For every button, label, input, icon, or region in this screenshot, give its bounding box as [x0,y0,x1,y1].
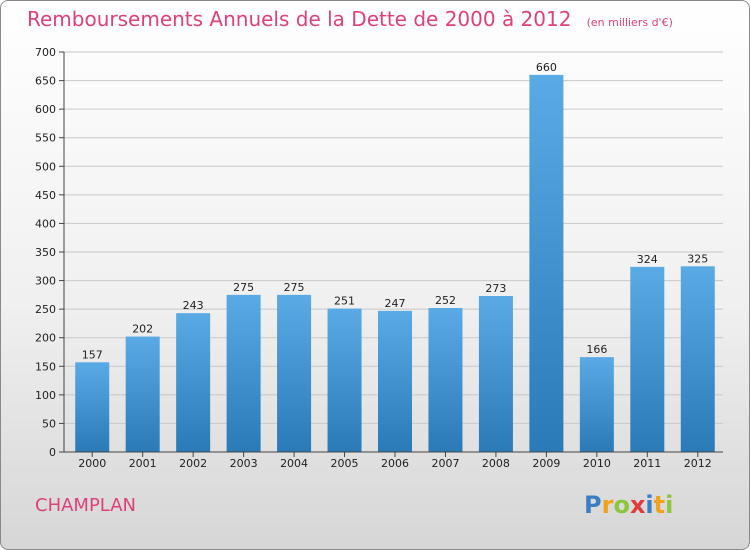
bar [176,313,211,452]
x-tick-label: 2002 [179,457,207,470]
value-label: 325 [687,252,708,265]
x-tick-label: 2000 [78,457,106,470]
value-label: 252 [435,294,456,307]
value-label: 202 [132,323,153,336]
bar [125,336,160,452]
x-tick-label: 2009 [532,457,560,470]
bar [226,294,261,452]
value-label: 275 [284,281,305,294]
axes [63,52,723,453]
bar [478,296,513,452]
y-tick-label: 700 [35,46,56,59]
value-label: 251 [334,295,355,308]
bar [579,357,614,452]
bar [680,266,715,452]
x-axis-ticks: 2000 2001 2002 2003 2004 2005 2006 2007 2008 2009… [78,452,712,470]
commune-name: CHAMPLAN [35,495,137,516]
y-tick-label: 250 [35,303,56,316]
x-tick-label: 2010 [583,457,611,470]
value-label: 273 [485,282,506,295]
proxiti-logo: Proxiti [584,491,674,519]
value-label: 275 [233,281,254,294]
y-tick-label: 50 [42,417,56,430]
x-tick-label: 2006 [381,457,409,470]
y-tick-label: 500 [35,160,56,173]
x-tick-label: 2005 [331,457,359,470]
value-label: 324 [637,253,658,266]
y-tick-label: 450 [35,189,56,202]
x-tick-label: 2001 [129,457,157,470]
chart-title-unit: (en milliers d'€) [586,16,673,29]
y-tick-label: 100 [35,389,56,402]
y-tick-label: 150 [35,360,56,373]
chart-title: Remboursements Annuels de la Dette de 20… [27,7,673,31]
y-tick-label: 0 [49,446,56,459]
bar [378,310,412,452]
y-tick-label: 550 [35,132,56,145]
bars [75,74,715,452]
x-tick-label: 2008 [482,457,510,470]
x-tick-label: 2007 [431,457,459,470]
value-label: 157 [82,348,103,361]
bar [75,362,110,452]
y-tick-label: 400 [35,217,56,230]
bar [529,74,564,452]
value-label: 166 [586,343,607,356]
bar [630,266,665,452]
x-tick-label: 2011 [633,457,661,470]
x-tick-label: 2004 [280,457,308,470]
x-tick-label: 2003 [230,457,258,470]
value-labels: 157 202 243 275 275 251 247 252 273 660 166 324 325 [82,61,709,361]
value-label: 243 [183,299,204,312]
value-label: 660 [536,61,557,74]
value-label: 247 [385,297,406,310]
y-axis-ticks: 0 50 100 150 200 250 300 350 400 450 500 550 600 650 7… [35,46,64,459]
y-tick-label: 650 [35,75,56,88]
y-tick-label: 600 [35,103,56,116]
y-tick-label: 350 [35,246,56,259]
y-tick-label: 200 [35,332,56,345]
bar [428,308,463,452]
y-tick-label: 300 [35,275,56,288]
x-tick-label: 2012 [684,457,712,470]
chart-title-main: Remboursements Annuels de la Dette de 20… [27,7,572,31]
bar [277,294,312,452]
bar [327,308,362,452]
